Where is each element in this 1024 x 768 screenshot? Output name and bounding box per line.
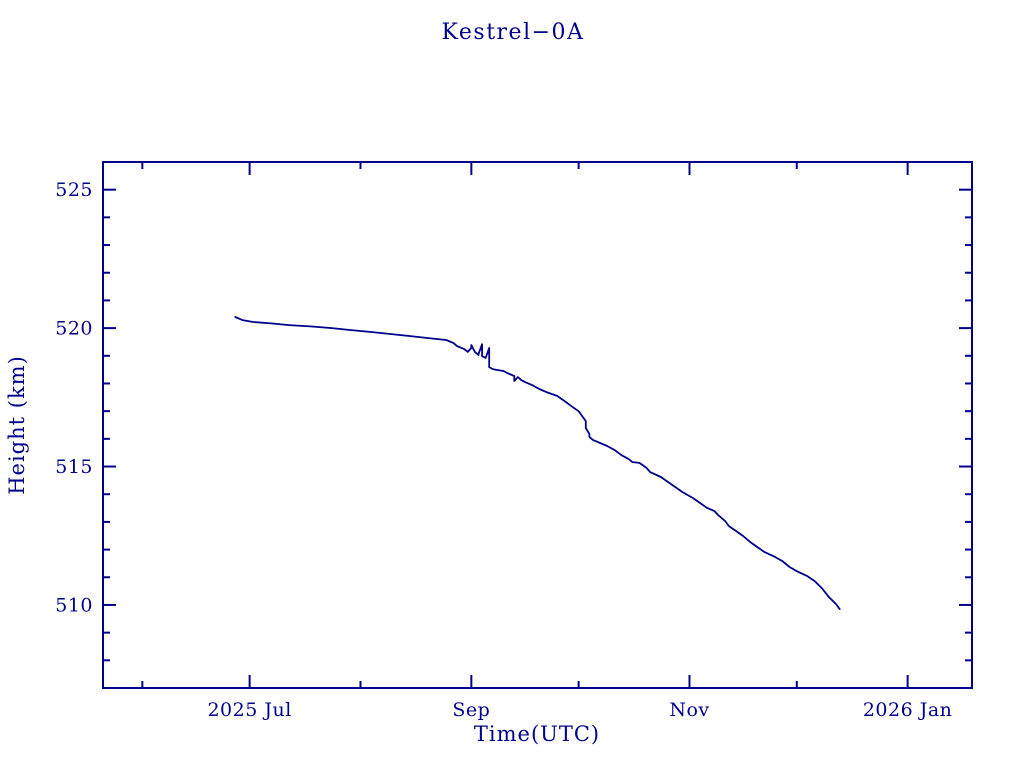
y-axis-label: Height (km) [5,355,29,495]
height-series-line [234,316,841,610]
y-tick-label: 510 [55,594,93,616]
plot-frame [102,161,973,689]
plot-area: 2025 Jul Sep Nov 2026 Jan 510 515 520 525 [55,161,973,721]
chart-title: Kestrel−0A [442,20,585,45]
x-tick-label: Nov [669,699,709,721]
x-tick-label: 2025 Jul [207,699,291,721]
y-tick-label: 520 [55,318,93,340]
x-axis-label: Time(UTC) [474,722,600,746]
y-tick-label: 525 [55,179,93,201]
x-tick-label: Sep [452,699,490,721]
x-tick-label: 2026 Jan [863,699,953,721]
y-tick-label: 515 [55,456,93,478]
